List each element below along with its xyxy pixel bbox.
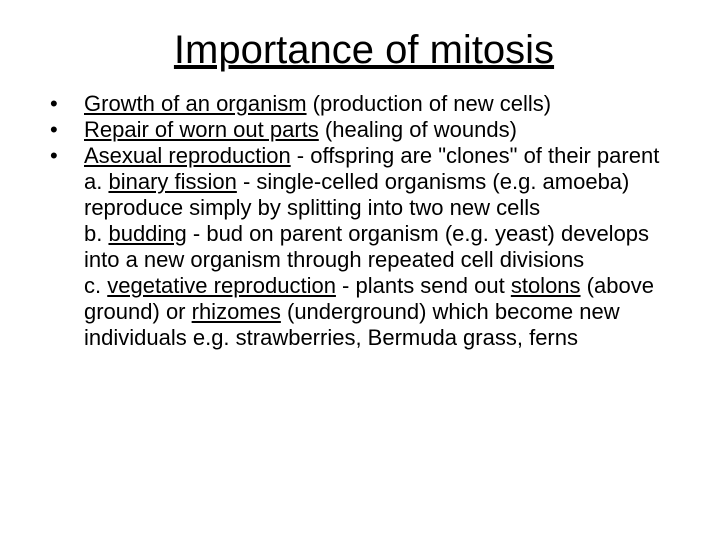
bullet-item: • Repair of worn out parts (healing of w…	[50, 117, 678, 143]
bullet-icon: •	[50, 143, 84, 169]
bullet-icon: •	[50, 117, 84, 143]
sub-item: b. budding - bud on parent organism (e.g…	[50, 221, 678, 273]
underlined-text: vegetative reproduction	[107, 273, 336, 298]
slide-content: • Growth of an organism (production of n…	[50, 91, 678, 351]
bullet-text: Repair of worn out parts (healing of wou…	[84, 117, 678, 143]
underlined-text: Repair of worn out parts	[84, 117, 319, 142]
underlined-text: stolons	[511, 273, 581, 298]
underlined-text: binary fission	[108, 169, 236, 194]
bullet-item: • Growth of an organism (production of n…	[50, 91, 678, 117]
bullet-icon: •	[50, 91, 84, 117]
underlined-text: rhizomes	[192, 299, 281, 324]
sub-item: c. vegetative reproduction - plants send…	[50, 273, 678, 351]
bullet-item: • Asexual reproduction - offspring are "…	[50, 143, 678, 169]
plain-text: (healing of wounds)	[319, 117, 517, 142]
sub-letter: b.	[84, 221, 108, 246]
sub-letter: c.	[84, 273, 107, 298]
underlined-text: Growth of an organism	[84, 91, 307, 116]
slide: Importance of mitosis • Growth of an org…	[0, 0, 728, 546]
underlined-text: Asexual reproduction	[84, 143, 291, 168]
plain-text: - offspring are "clones" of their parent	[291, 143, 660, 168]
sub-text: c. vegetative reproduction - plants send…	[84, 273, 678, 351]
underlined-text: budding	[108, 221, 186, 246]
sub-text: b. budding - bud on parent organism (e.g…	[84, 221, 678, 273]
plain-text: - plants send out	[336, 273, 511, 298]
bullet-text: Asexual reproduction - offspring are "cl…	[84, 143, 678, 169]
slide-title: Importance of mitosis	[50, 28, 678, 73]
sub-letter: a.	[84, 169, 108, 194]
sub-text: a. binary fission - single-celled organi…	[84, 169, 678, 221]
sub-item: a. binary fission - single-celled organi…	[50, 169, 678, 221]
bullet-text: Growth of an organism (production of new…	[84, 91, 678, 117]
plain-text: (production of new cells)	[307, 91, 552, 116]
